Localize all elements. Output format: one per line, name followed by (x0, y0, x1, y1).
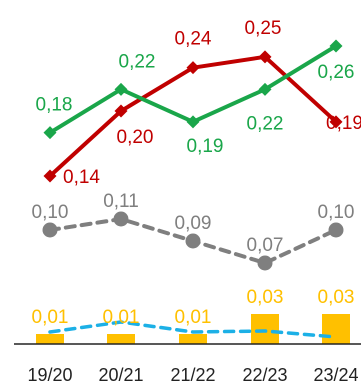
data-label-red-19/20: 0,14 (63, 167, 100, 188)
line-series (48, 44, 338, 339)
data-labels: 0,14 0,20 0,24 0,25 0,19 0,18 0,22 0,19 0,22 0,26… (32, 18, 361, 328)
bar-22/23 (251, 314, 279, 344)
data-label-grey-21/22: 0,09 (175, 213, 212, 234)
marker-green-22/23 (258, 82, 272, 96)
marker-grey-23/24 (328, 222, 344, 238)
marker-red-21/22 (186, 61, 200, 75)
marker-red-23/24 (329, 115, 343, 129)
data-label-red-20/21: 0,20 (117, 127, 154, 148)
bar-21/22 (179, 334, 207, 344)
data-label-bar-19/20: 0,01 (32, 307, 69, 328)
marker-grey-19/20 (42, 222, 58, 238)
bar-series (36, 314, 350, 344)
data-label-grey-23/24: 0,10 (318, 202, 355, 223)
bar-23/24 (322, 314, 350, 344)
data-label-grey-19/20: 0,10 (32, 202, 69, 223)
data-label-red-21/22: 0,24 (175, 29, 212, 50)
marker-red-20/21 (114, 104, 128, 118)
data-label-red-23/24: 0,19 (326, 113, 361, 134)
x-axis-tick-labels: 19/20 20/21 21/22 22/23 23/24 (27, 365, 358, 385)
data-label-red-22/23: 0,25 (245, 18, 282, 39)
x-tick-23/24: 23/24 (313, 365, 358, 385)
x-tick-20/21: 20/21 (98, 365, 143, 385)
x-tick-22/23: 22/23 (242, 365, 287, 385)
marker-green-19/20 (43, 126, 57, 140)
data-label-green-21/22: 0,19 (187, 136, 224, 157)
data-label-green-23/24: 0,26 (318, 62, 355, 83)
data-label-green-20/21: 0,22 (119, 51, 156, 72)
marker-green-20/21 (114, 82, 128, 96)
marker-grey-22/23 (257, 255, 273, 271)
marker-red-19/20 (43, 169, 57, 183)
x-tick-19/20: 19/20 (27, 365, 72, 385)
series-markers (42, 39, 344, 271)
marker-red-22/23 (258, 50, 272, 64)
data-label-bar-22/23: 0,03 (247, 287, 284, 308)
data-label-grey-22/23: 0,07 (247, 235, 284, 256)
data-label-green-19/20: 0,18 (36, 95, 73, 116)
bar-20/21 (107, 334, 135, 344)
marker-grey-20/21 (113, 211, 129, 227)
marker-green-23/24 (329, 39, 343, 53)
marker-green-21/22 (186, 115, 200, 129)
data-label-grey-20/21: 0,11 (103, 191, 139, 212)
data-label-bar-20/21: 0,01 (103, 307, 140, 328)
bar-19/20 (36, 334, 64, 344)
data-label-bar-23/24: 0,03 (318, 287, 355, 308)
data-label-bar-21/22: 0,01 (175, 307, 212, 328)
series-line-blue (48, 320, 338, 339)
x-tick-21/22: 21/22 (170, 365, 215, 385)
marker-grey-21/22 (185, 233, 201, 249)
data-label-green-22/23: 0,22 (247, 113, 284, 134)
